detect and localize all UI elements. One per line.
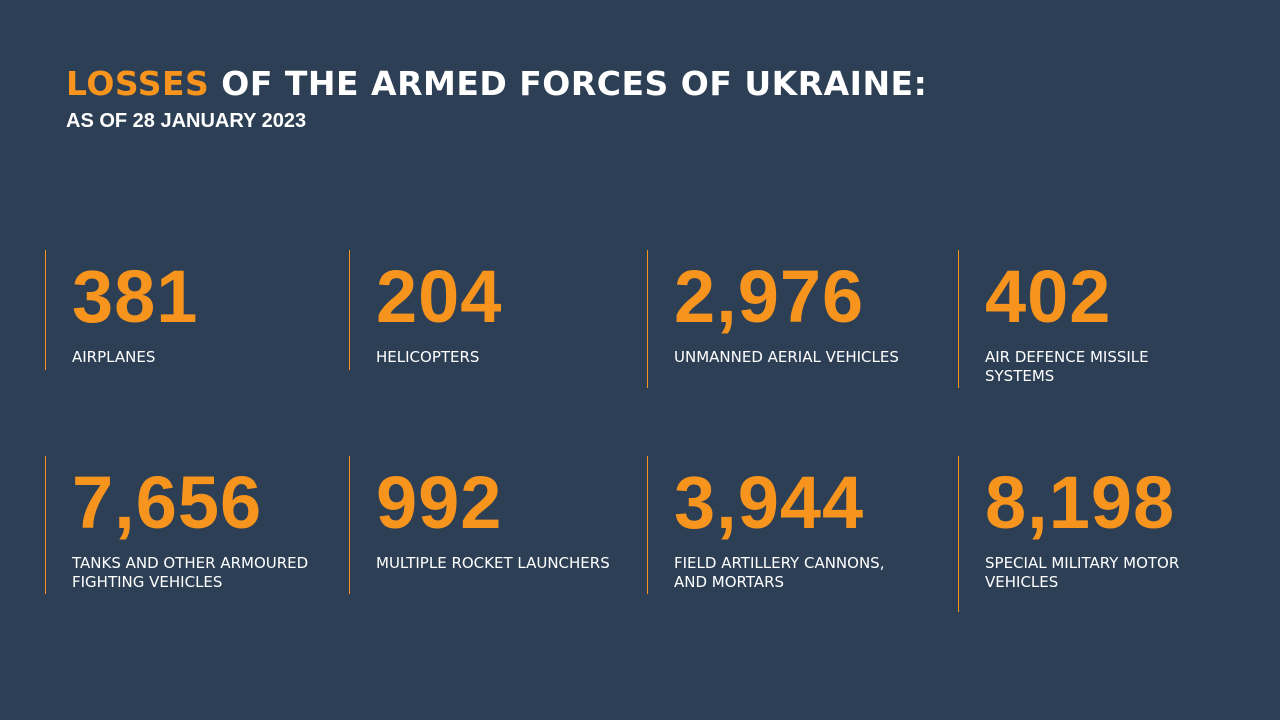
stat-label-line: TANKS AND OTHER ARMOURED <box>72 554 309 572</box>
stat-number: 992 <box>376 461 503 544</box>
stat-label-line: UNMANNED AERIAL VEHICLES <box>674 348 899 366</box>
stat-number: 402 <box>985 255 1112 338</box>
stat-label: HELICOPTERS <box>376 348 502 367</box>
stat-label-line: AIR DEFENCE MISSILE <box>985 348 1149 366</box>
stat-label: SPECIAL MILITARY MOTOR VEHICLES <box>985 554 1179 592</box>
stat-label-line: AND MORTARS <box>674 573 785 591</box>
stat-number: 381 <box>72 255 199 338</box>
title-highlight: LOSSES <box>66 64 210 103</box>
stat-label-line: FIGHTING VEHICLES <box>72 573 223 591</box>
stat-label-line: HELICOPTERS <box>376 348 480 366</box>
stat-item: 2,976 UNMANNED AERIAL VEHICLES <box>647 250 899 388</box>
stat-item: 402 AIR DEFENCE MISSILE SYSTEMS <box>958 250 1149 388</box>
stat-item: 992 MULTIPLE ROCKET LAUNCHERS <box>349 456 610 594</box>
stat-label: FIELD ARTILLERY CANNONS, AND MORTARS <box>674 554 884 592</box>
stat-item: 381 AIRPLANES <box>45 250 198 370</box>
stat-label: TANKS AND OTHER ARMOURED FIGHTING VEHICLE… <box>72 554 308 592</box>
stat-item: 7,656 TANKS AND OTHER ARMOURED FIGHTING VE… <box>45 456 308 594</box>
subtitle: AS OF 28 JANUARY 2023 <box>66 110 307 132</box>
stat-label: AIRPLANES <box>72 348 198 367</box>
stat-item: 3,944 FIELD ARTILLERY CANNONS, AND MORTARS <box>647 456 884 594</box>
stat-label: MULTIPLE ROCKET LAUNCHERS <box>376 554 610 573</box>
stat-number: 8,198 <box>985 461 1176 544</box>
stat-label-line: VEHICLES <box>985 573 1059 591</box>
stat-label-line: AIRPLANES <box>72 348 156 366</box>
stat-number: 204 <box>376 255 503 338</box>
title-rest: OF THE ARMED FORCES OF UKRAINE: <box>221 64 928 103</box>
stat-number: 7,656 <box>72 461 263 544</box>
stat-label-line: SPECIAL MILITARY MOTOR <box>985 554 1180 572</box>
stat-number: 3,944 <box>674 461 865 544</box>
stat-number: 2,976 <box>674 255 865 338</box>
stat-item: 204 HELICOPTERS <box>349 250 502 370</box>
stat-label: AIR DEFENCE MISSILE SYSTEMS <box>985 348 1149 386</box>
title: LOSSES OF THE ARMED FORCES OF UKRAINE: <box>66 64 927 103</box>
stat-label-line: SYSTEMS <box>985 367 1055 385</box>
stat-label: UNMANNED AERIAL VEHICLES <box>674 348 899 367</box>
stat-item: 8,198 SPECIAL MILITARY MOTOR VEHICLES <box>958 456 1179 612</box>
stat-label-line: MULTIPLE ROCKET LAUNCHERS <box>376 554 610 572</box>
stat-label-line: FIELD ARTILLERY CANNONS, <box>674 554 885 572</box>
